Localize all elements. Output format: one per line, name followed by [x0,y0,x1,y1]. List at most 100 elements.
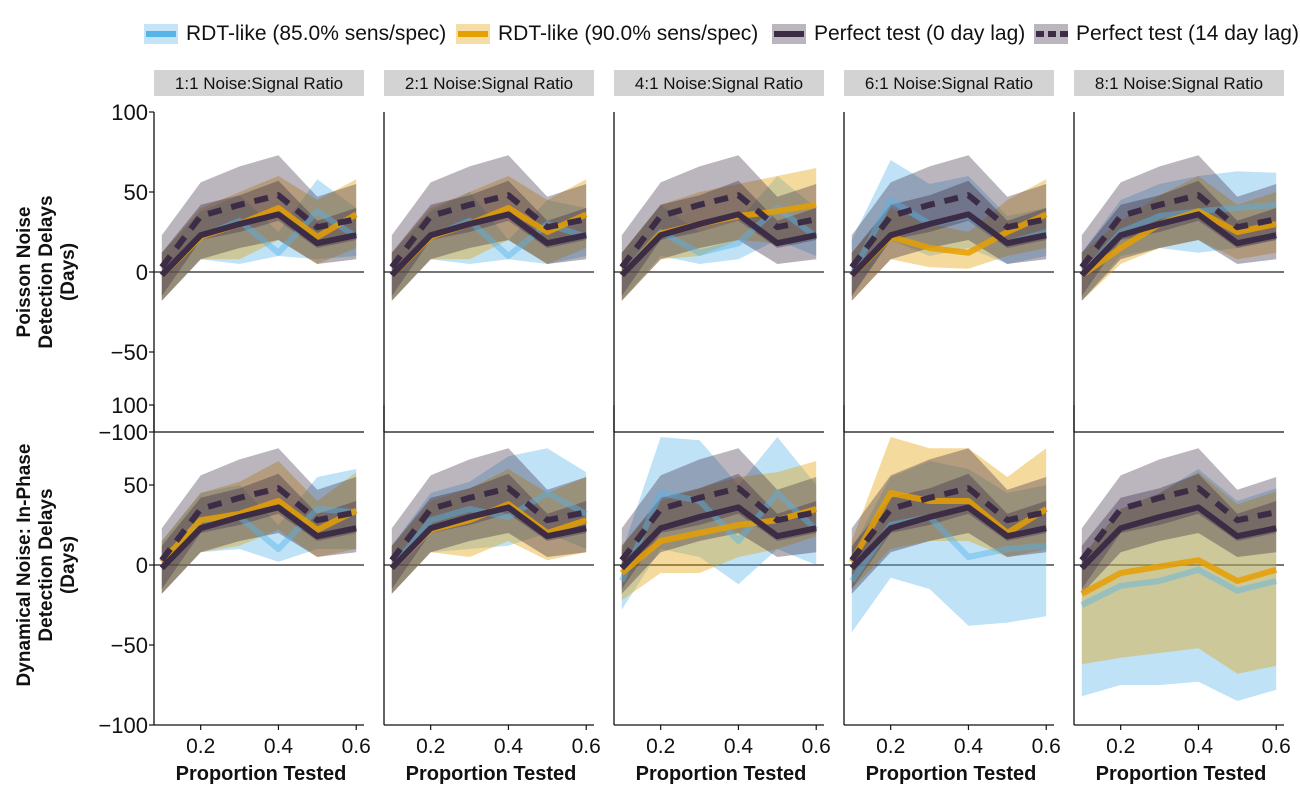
panel-r1-c1-line-perf0 [159,211,357,278]
legend-item-perfect-14lag: Perfect test (14 day lag) [1034,18,1299,50]
facet-strip-label-4: 6:1 Noise:Signal Ratio [865,74,1033,93]
panel-r2-c3-band-perf14 [621,448,817,589]
panel-r2-c1-ytick-label-2: 0 [136,553,148,578]
panel-r1-c5-band-rdt85 [1081,171,1277,301]
panel-r1-c1-band-rdt90 [161,176,357,301]
panel-r2-c5-band-perf14 [1081,448,1277,589]
panel-r2-c5-xlabel: Proportion Tested [1096,763,1267,785]
panel-r2-c3-xlabel: Proportion Tested [636,763,807,785]
legend: RDT-like (85.0% sens/spec) RDT-like (90.… [138,18,1300,50]
facet-strip-label-1: 1:1 Noise:Signal Ratio [175,74,343,93]
row-label-2-line-3: (Days) [58,536,79,594]
panel-r1-c3-band-rdt85 [621,176,817,301]
panel-r2-c3-line-perf14 [619,485,817,563]
panel-r2-c4-xtick-label-2: 0.6 [1032,735,1061,758]
facet-strip-4 [844,70,1054,96]
panel-r1-c2-line-perf0 [389,211,587,278]
panel-r2-c2-band-rdt90 [391,469,587,594]
panel-r2-c2-band-perf14 [391,448,587,589]
legend-item-rdt90: RDT-like (90.0% sens/spec) [456,18,758,50]
panel-r2-c1-ytick-label-4: −100 [98,713,148,738]
panel-r2-c4-band-perf14 [851,448,1047,589]
panel-r2-c1-line-rdt90 [159,498,358,564]
row-label-1-line-1: Poisson Noise [14,207,35,338]
panel-r1-c1-line-perf14 [159,192,357,270]
panel-r1-c1-ytick-label-0: 100 [111,100,148,125]
panel-r2-c3-line-perf0 [619,504,817,571]
panel-r1-c4-line-perf0 [849,211,1047,278]
panel-r2-c3-xtick-label-2: 0.6 [802,735,831,758]
panel-r2-c1-xtick-label-1: 0.4 [264,735,294,758]
panel-r1-c3-band-rdt90 [621,168,817,301]
panel-r1-c1-ytick-label-3: −50 [111,340,148,365]
panel-r1-c1-band-rdt85 [161,179,357,301]
legend-swatch-perfect-0lag [772,24,806,44]
panel-r1-c4-line-perf14 [849,192,1047,270]
panel-r2-c3-xtick-label-0: 0.2 [646,735,675,758]
panel-r2-c1-xtick-label-2: 0.6 [342,735,371,758]
panel-r2-c5-line-perf0 [1079,504,1277,571]
panel-r1-c1-ytick-label-2: 0 [136,260,148,285]
row-label-2-line-1: Dynamical Noise: In-Phase [14,444,35,687]
panel-r1-c3-band-perf14 [621,155,817,296]
facet-strip-2 [384,70,594,96]
legend-label-perfect-14lag: Perfect test (14 day lag) [1076,22,1299,45]
panel-r2-c4-xtick-label-1: 0.4 [954,735,984,758]
panel-r1-c4-band-rdt90 [851,179,1047,301]
facet-strip-label-2: 2:1 Noise:Signal Ratio [405,74,573,93]
panel-r2-c2-xtick-label-0: 0.2 [416,735,445,758]
facet-strip-label-3: 4:1 Noise:Signal Ratio [635,74,803,93]
facet-strip-5 [1074,70,1284,96]
panel-r2-c1-ytick-label-0: 100 [111,393,148,418]
legend-item-rdt85: RDT-like (85.0% sens/spec) [144,18,446,50]
panel-r2-c5-line-perf14 [1079,485,1277,563]
panel-r2-c1-band-rdt90 [161,461,357,594]
panel-r2-c1-band-perf14 [161,448,357,589]
panel-r1-c2-band-rdt90 [391,176,587,301]
panel-r2-c4-line-perf0 [849,504,1047,571]
legend-item-perfect-0lag: Perfect test (0 day lag) [772,18,1025,50]
panel-r1-c5-band-perf14 [1081,155,1277,296]
panel-r2-c2-line-perf0 [389,504,587,571]
row-label-1-line-2: Detection Delays [36,195,57,348]
panel-r2-c1-xtick-label-0: 0.2 [186,735,215,758]
panel-r1-c5-band-rdt90 [1081,176,1277,301]
facet-strip-1 [154,70,364,96]
panel-r2-c1-ytick-label-1: 50 [124,473,148,498]
panel-r2-c2-xlabel: Proportion Tested [406,763,577,785]
legend-swatch-rdt90 [456,24,490,44]
panel-r2-c5-xtick-label-0: 0.2 [1106,735,1135,758]
panel-r2-c5-xtick-label-1: 0.4 [1184,735,1214,758]
panel-r2-c2-xtick-label-2: 0.6 [572,735,601,758]
panel-r1-c1-ytick-label-1: 50 [124,180,148,205]
panel-r1-c1-band-perf14 [161,155,357,296]
panel-r2-c4-xlabel: Proportion Tested [866,763,1037,785]
panel-r1-c3-line-perf14 [619,192,817,270]
panel-r2-c4-line-perf14 [849,485,1047,563]
facet-strip-label-5: 8:1 Noise:Signal Ratio [1095,74,1263,93]
panel-r2-c3-xtick-label-1: 0.4 [724,735,754,758]
panel-r1-c1-ytick-label-4: −100 [98,420,148,445]
panel-r1-c4-band-perf14 [851,155,1047,296]
panel-r1-c5-line-perf14 [1079,192,1277,270]
panel-r2-c2-xtick-label-1: 0.4 [494,735,524,758]
panel-r2-c4-xtick-label-0: 0.2 [876,735,905,758]
legend-label-perfect-0lag: Perfect test (0 day lag) [814,22,1026,45]
panel-r1-c2-band-rdt85 [391,192,587,301]
panel-r2-c4-line-rdt90 [849,490,1048,564]
panel-r1-c3-line-perf0 [619,211,817,278]
panel-r1-c4-band-rdt85 [851,160,1047,296]
row-label-1-line-3: (Days) [58,243,79,301]
facet-strip-3 [614,70,824,96]
panel-r2-c5-line-rdt90 [1080,557,1278,597]
panel-r2-c1-line-perf14 [159,485,357,563]
row-label-2-line-2: Detection Delays [36,488,57,641]
panel-r2-c5-xtick-label-2: 0.6 [1262,735,1291,758]
panel-r2-c3-band-rdt85 [621,437,817,610]
legend-swatch-rdt85 [144,24,178,44]
panel-r1-c2-line-perf14 [389,192,587,270]
legend-label-rdt90: RDT-like (90.0% sens/spec) [498,22,759,45]
panel-r2-c2-band-rdt85 [391,448,587,594]
panel-r2-c2-line-perf14 [389,485,587,563]
